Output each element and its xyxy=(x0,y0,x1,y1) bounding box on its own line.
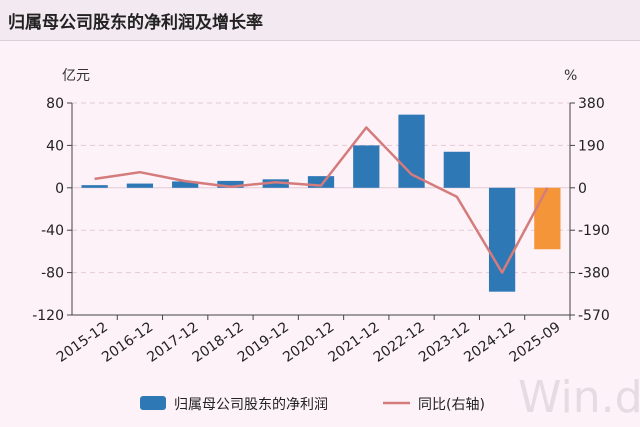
growth-line-path xyxy=(94,126,549,274)
bar xyxy=(307,176,335,188)
legend-line-label[interactable]: 同比(右轴) xyxy=(418,397,485,413)
x-axis-ticks: 2015-122016-122017-122018-122019-122020-… xyxy=(54,315,571,366)
bar xyxy=(172,181,199,188)
left-tick-label: 0 xyxy=(55,181,64,197)
bar xyxy=(488,187,516,292)
bar xyxy=(353,145,380,188)
bar xyxy=(217,180,244,188)
left-tick-label: -80 xyxy=(41,266,64,282)
chart-title: 归属母公司股东的净利润及增长率 xyxy=(8,13,263,33)
legend-bar-swatch[interactable] xyxy=(140,396,166,410)
left-tick-label: 80 xyxy=(46,96,64,112)
legend-bar-label[interactable]: 归属母公司股东的净利润 xyxy=(174,396,328,413)
right-tick-label: -380 xyxy=(578,266,610,282)
bar xyxy=(262,179,289,188)
left-tick-label: -40 xyxy=(41,223,64,239)
left-tick-label: 40 xyxy=(46,138,64,154)
bar xyxy=(126,183,154,188)
right-tick-label: -570 xyxy=(578,308,610,324)
right-tick-label: 0 xyxy=(578,181,587,197)
legend: 归属母公司股东的净利润 同比(右轴) xyxy=(140,396,485,413)
left-axis-ticks: 80 40 0 -40 -80 -120 xyxy=(32,96,72,324)
bar xyxy=(81,185,108,188)
left-axis-unit: 亿元 xyxy=(62,68,90,84)
right-tick-label: 190 xyxy=(578,138,605,154)
bar xyxy=(398,114,425,188)
right-axis-unit: % xyxy=(564,68,577,84)
growth-line xyxy=(94,126,549,274)
bar xyxy=(443,151,470,188)
axes xyxy=(71,103,571,316)
title-bar: 归属母公司股东的净利润及增长率 xyxy=(0,0,640,41)
right-tick-label: 380 xyxy=(578,96,605,112)
left-tick-label: -120 xyxy=(32,308,64,324)
right-tick-label: -190 xyxy=(578,223,610,239)
bars xyxy=(81,114,561,292)
watermark: Win.d xyxy=(518,372,640,423)
bar xyxy=(534,187,561,250)
right-axis-ticks: 380 190 0 -190 -380 -570 xyxy=(570,96,610,324)
x-tick-label: 2025-09 xyxy=(507,319,564,366)
